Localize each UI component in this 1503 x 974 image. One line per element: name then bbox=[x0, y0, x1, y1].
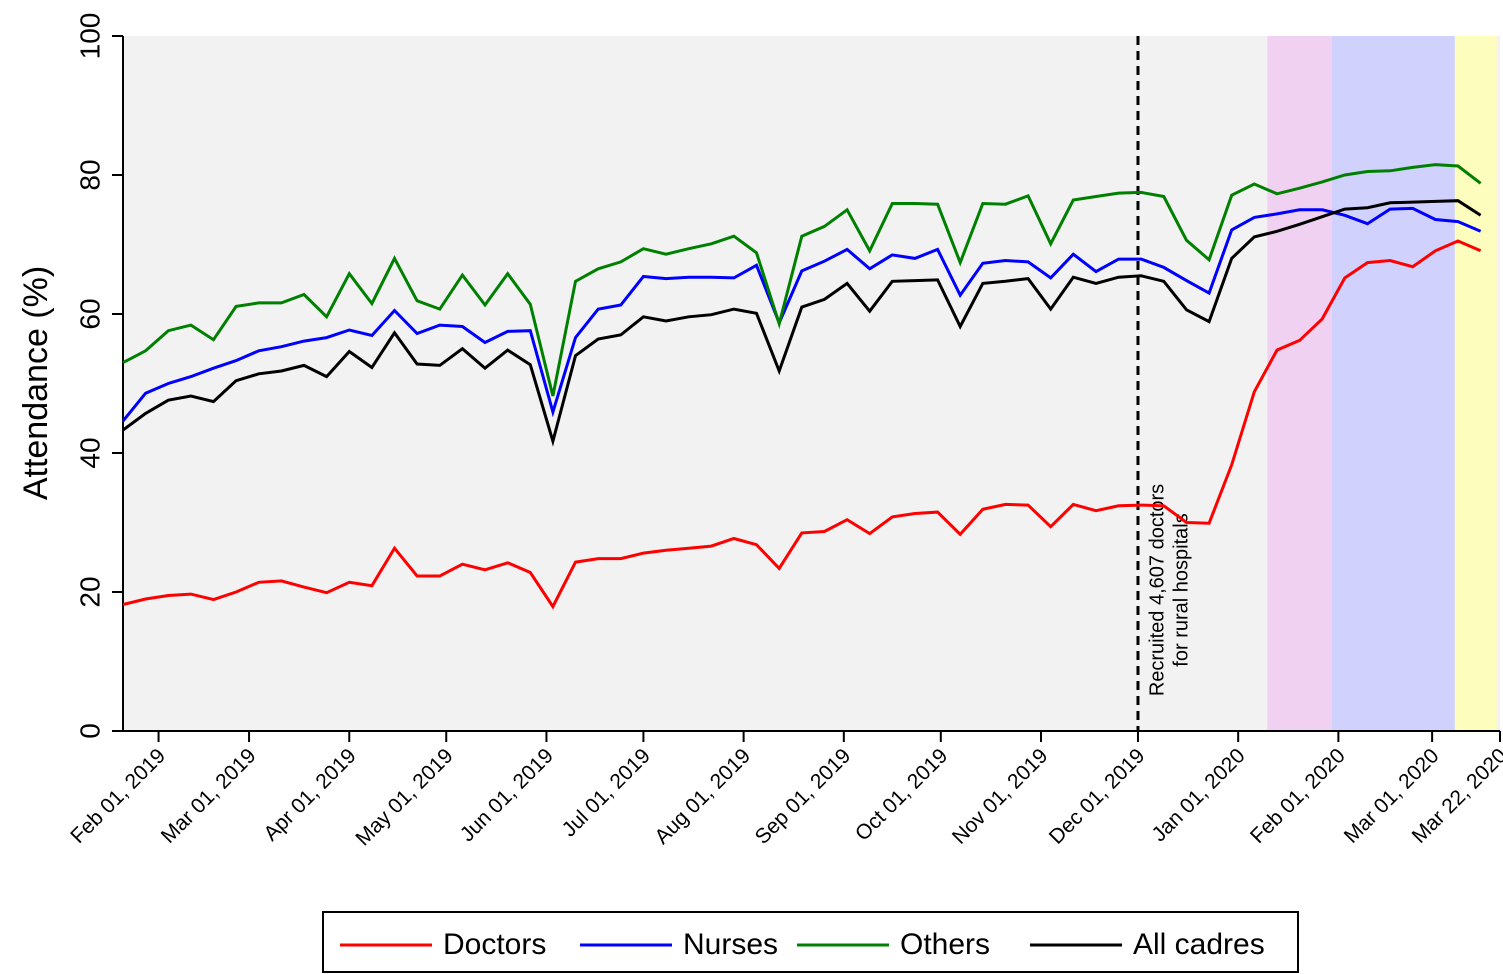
series-line bbox=[122, 163, 1482, 397]
y-tick-label: 0 bbox=[74, 723, 105, 739]
y-axis-title: Attendance (%) bbox=[17, 266, 55, 500]
legend-label: Doctors bbox=[443, 928, 546, 961]
y-tick-label: 60 bbox=[74, 298, 105, 329]
legend-label: Others bbox=[900, 928, 990, 961]
legend: Doctors Nurses Others All cadres bbox=[322, 911, 1299, 973]
shaded-region bbox=[1454, 36, 1497, 731]
legend-label: Nurses bbox=[683, 928, 778, 961]
x-tick-label: Jul 01, 2019 bbox=[558, 744, 655, 841]
x-tick-label: Mar 01, 2019 bbox=[157, 744, 261, 848]
x-tick-label: May 01, 2019 bbox=[351, 744, 457, 850]
x-tick-label: Nov 01, 2019 bbox=[948, 744, 1053, 849]
shaded-region bbox=[1267, 36, 1332, 731]
y-tick-label: 20 bbox=[74, 576, 105, 607]
y-tick-label: 40 bbox=[74, 437, 105, 468]
series-line bbox=[121, 206, 1482, 422]
x-tick-label: Oct 01, 2019 bbox=[851, 744, 952, 845]
series-line bbox=[122, 199, 1482, 447]
y-tick-label: 100 bbox=[74, 13, 105, 60]
x-tick-label: Feb 01, 2019 bbox=[66, 744, 170, 848]
series-line bbox=[122, 239, 1482, 610]
x-tick-label: Feb 01, 2020 bbox=[1246, 744, 1350, 848]
x-tick-label: Dec 01, 2019 bbox=[1045, 744, 1150, 849]
x-tick-label: Aug 01, 2019 bbox=[650, 744, 755, 849]
annotation-text: for rural hospitals bbox=[1170, 513, 1192, 666]
y-tick-label: 80 bbox=[74, 159, 105, 190]
x-tick-label: Jun 01, 2019 bbox=[456, 744, 558, 846]
legend-box bbox=[322, 911, 1299, 973]
legend-label: All cadres bbox=[1133, 928, 1265, 961]
annotation-text: Recruited 4,607 doctors bbox=[1146, 484, 1168, 696]
x-tick-label: Apr 01, 2019 bbox=[259, 744, 360, 845]
x-tick-label: Sep 01, 2019 bbox=[751, 744, 856, 849]
shaded-region bbox=[1331, 36, 1455, 731]
x-tick-label: Jan 01, 2020 bbox=[1148, 744, 1250, 846]
